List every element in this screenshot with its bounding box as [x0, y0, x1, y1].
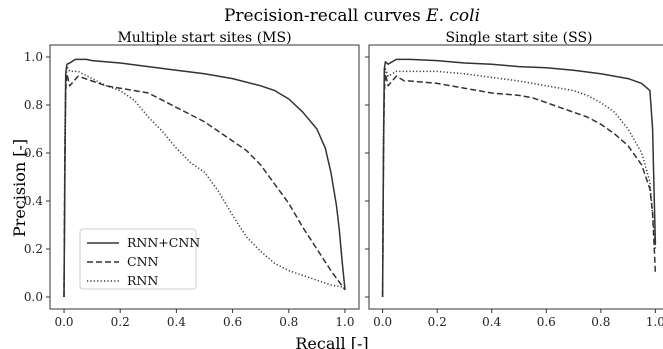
y-tick-label: 1.0	[24, 50, 43, 64]
x-tick-label: 0.4	[167, 315, 186, 329]
y-tick-label: 0.4	[24, 194, 43, 208]
x-tick-label: 0.8	[591, 315, 610, 329]
series-line-rnn	[381, 68, 657, 298]
x-axis-label: Recall [-]	[295, 334, 368, 349]
y-tick-label: 0.6	[24, 146, 43, 160]
panel-title: Single start site (SS)	[445, 30, 592, 46]
panel-title: Multiple start sites (MS)	[117, 30, 291, 46]
legend-label-rnn-cnn: RNN+CNN	[127, 235, 200, 250]
legend-box	[79, 228, 197, 290]
figure-suptitle: Precision-recall curves E. coli	[224, 6, 480, 26]
series-line-cnn	[63, 73, 346, 298]
x-tick-label: 0.2	[428, 315, 447, 329]
series-line-cnn	[381, 73, 657, 298]
x-tick-label: 0.0	[54, 315, 73, 329]
y-tick-label: 0.2	[24, 242, 43, 256]
series-line-rnn-cnn	[381, 58, 657, 298]
x-tick-label: 0.2	[111, 315, 130, 329]
x-tick-label: 0.8	[279, 315, 298, 329]
x-tick-label: 1.0	[646, 315, 663, 329]
y-axis-label: Precision [-]	[10, 139, 29, 237]
x-tick-label: 0.4	[482, 315, 501, 329]
series-group	[381, 58, 657, 298]
x-tick-label: 0.6	[223, 315, 242, 329]
axis-ticks: 0.0 0.2 0.4 0.6 0.8 1.0 0.0 0.2 0.4 0.6 0.8 1.0	[24, 50, 355, 329]
series-line-rnn-cnn	[63, 58, 346, 298]
panel-multiple-start-sites: Multiple start sites (MS) 0.0 0.2 0.4 0.6 0.…	[24, 30, 360, 329]
panel-single-start-site: Single start site (SS) 0.0 0.2 0.4 0.6 0.8 1.…	[365, 30, 663, 329]
axis-ticks: 0.0 0.2 0.4 0.6 0.8 1.0	[365, 56, 663, 329]
y-tick-label: 0.8	[24, 98, 43, 112]
series-line-rnn	[63, 65, 346, 298]
plot-frame	[368, 44, 663, 310]
y-tick-label: 0.0	[24, 290, 43, 304]
legend: RNN+CNN CNN RNN	[79, 228, 200, 290]
x-tick-label: 0.0	[373, 315, 392, 329]
plot-frame	[49, 44, 360, 310]
x-tick-label: 0.6	[537, 315, 556, 329]
legend-label-rnn: RNN	[127, 273, 158, 288]
x-tick-label: 1.0	[335, 315, 354, 329]
series-group	[63, 58, 346, 298]
legend-label-cnn: CNN	[127, 254, 159, 269]
